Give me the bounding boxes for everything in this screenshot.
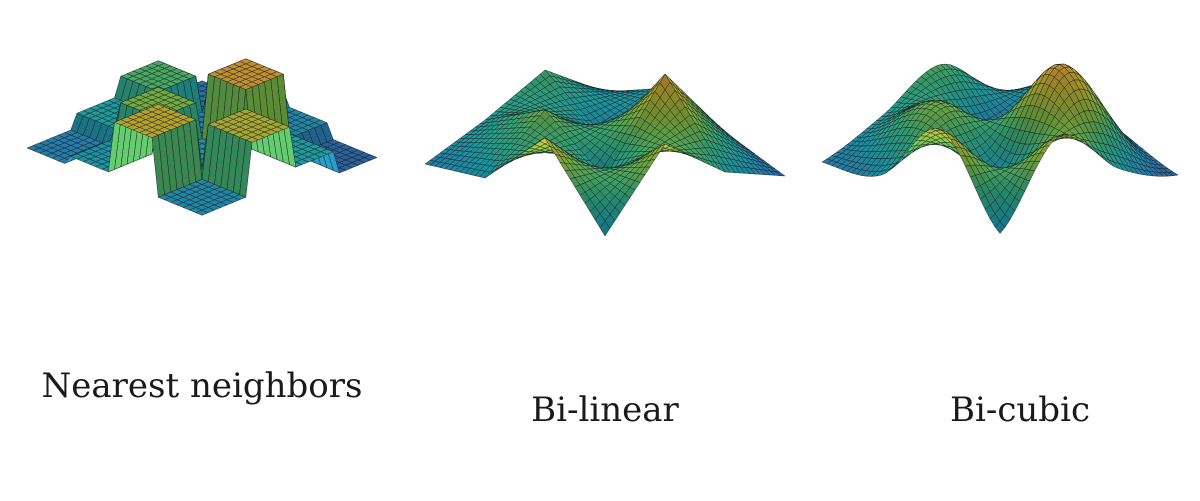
nearest-neighbors-panel xyxy=(10,0,395,340)
bilinear-panel xyxy=(420,0,805,340)
bicubic-surface-plot xyxy=(821,63,1179,234)
bicubic-caption: Bi-cubic xyxy=(950,390,1090,430)
surface-patch xyxy=(195,209,209,216)
surface-patch xyxy=(994,221,1006,234)
bicubic-panel xyxy=(820,0,1200,340)
surface-patch xyxy=(599,220,611,237)
bilinear-surface-plot xyxy=(424,69,786,237)
bilinear-caption: Bi-linear xyxy=(531,390,679,430)
nearest-neighbors-caption: Nearest neighbors xyxy=(41,366,363,406)
nearest-neighbors-surface-plot xyxy=(26,58,378,216)
